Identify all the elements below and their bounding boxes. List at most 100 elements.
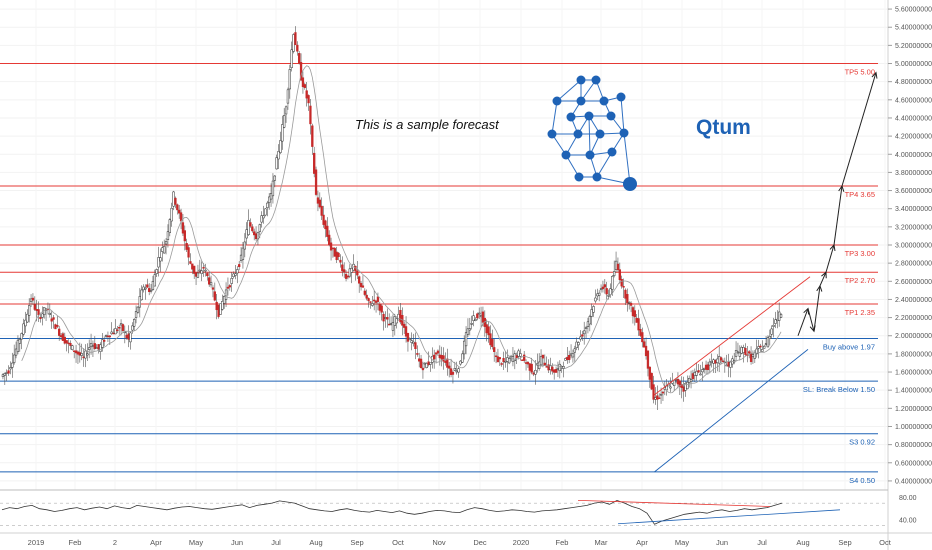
annotation-text: This is a sample forecast <box>355 117 500 132</box>
logo-node <box>573 129 583 139</box>
candle-body <box>729 361 732 368</box>
candle-body <box>153 274 156 287</box>
candle-body <box>654 397 657 400</box>
candle-body <box>331 247 335 250</box>
candle-body <box>613 271 616 276</box>
y-tick-label: 2.00000000 <box>895 333 932 340</box>
candle-body <box>247 219 250 235</box>
candle-body <box>599 288 603 291</box>
candle-body <box>288 69 291 90</box>
candle-body <box>149 289 153 292</box>
candle-body <box>418 358 421 362</box>
logo-edge <box>596 151 613 178</box>
candle-body <box>54 324 57 330</box>
candle-body <box>504 361 507 363</box>
candle-body <box>344 273 348 279</box>
x-tick-label: Aug <box>796 538 809 547</box>
candle-body <box>534 369 537 375</box>
candle-body <box>656 395 659 400</box>
candle-body <box>204 269 207 272</box>
candle-body <box>539 356 543 366</box>
candle-body <box>268 196 271 203</box>
candle-body <box>200 270 203 274</box>
candle-body <box>164 241 168 245</box>
logo-node <box>576 75 586 85</box>
candle-body <box>20 333 23 340</box>
candle-body <box>658 397 661 399</box>
forecast-segment <box>825 244 835 273</box>
candle-body <box>104 334 108 337</box>
candle-body <box>759 345 762 348</box>
candle-body <box>84 350 87 359</box>
candle-body <box>748 351 751 354</box>
candle-body <box>269 193 273 200</box>
y-tick-label: 2.80000000 <box>895 261 932 268</box>
candle-body <box>622 286 625 288</box>
logo-node <box>595 129 605 139</box>
candle-body <box>434 352 438 355</box>
candle-body <box>556 368 560 370</box>
candle-body <box>478 312 481 315</box>
candle-body <box>442 355 445 362</box>
candle-body <box>643 341 646 348</box>
candle-body <box>451 371 455 375</box>
candle-body <box>103 339 106 342</box>
x-tick-label: 2020 <box>513 538 530 547</box>
candle-body <box>399 310 402 323</box>
candle-body <box>718 356 721 364</box>
candle-body <box>485 324 488 334</box>
candle-body <box>393 316 396 326</box>
candle-body <box>734 350 738 357</box>
candle-body <box>598 292 601 296</box>
candle-body <box>774 319 777 324</box>
candle-body <box>258 224 261 232</box>
candle-body <box>101 339 104 348</box>
candle-body <box>391 322 395 331</box>
candle-body <box>618 269 621 280</box>
candle-body <box>532 372 535 375</box>
candle-body <box>29 298 33 302</box>
candle-body <box>419 358 423 369</box>
candle-body <box>245 229 248 239</box>
candle-body <box>472 315 475 321</box>
level-label: Buy above 1.97 <box>823 342 875 351</box>
candle-body <box>339 259 342 263</box>
candle-body <box>324 220 327 230</box>
level-label: TP3 3.00 <box>845 249 875 258</box>
candle-body <box>521 359 524 361</box>
candle-body <box>449 368 453 375</box>
candle-body <box>284 106 288 115</box>
x-tick-label: Jul <box>271 538 281 547</box>
candle-body <box>500 363 503 365</box>
candle-body <box>575 341 578 348</box>
candle-body <box>262 215 265 219</box>
candle-body <box>22 323 25 335</box>
level-labels: TP5 5.00 TP4 3.65 TP3 3.00 TP2 2.70 TP1 2.35… <box>803 68 875 485</box>
y-tick-label: 0.60000000 <box>895 460 932 467</box>
candle-body <box>249 222 252 227</box>
y-tick-label: 4.00000000 <box>895 152 932 159</box>
candle-body <box>144 287 147 290</box>
candle-body <box>689 379 693 382</box>
candle-body <box>335 251 338 261</box>
candle-body <box>768 335 771 340</box>
logo-node <box>607 147 617 157</box>
y-tick-label: 1.00000000 <box>895 424 932 431</box>
candle-body <box>573 348 576 353</box>
logo-node <box>547 129 557 139</box>
candle-body <box>487 326 490 336</box>
candle-body <box>228 285 231 288</box>
candle-body <box>266 202 269 208</box>
candle-body <box>298 53 301 64</box>
x-tick-label: Nov <box>432 538 446 547</box>
candle-body <box>183 230 186 242</box>
x-tick-label: Feb <box>69 538 82 547</box>
candle-body <box>313 152 316 174</box>
candle-body <box>97 344 100 350</box>
candle-body <box>56 325 59 327</box>
candle-body <box>444 360 447 363</box>
candle-body <box>61 333 65 341</box>
candle-body <box>112 332 115 335</box>
candle-body <box>710 361 713 363</box>
